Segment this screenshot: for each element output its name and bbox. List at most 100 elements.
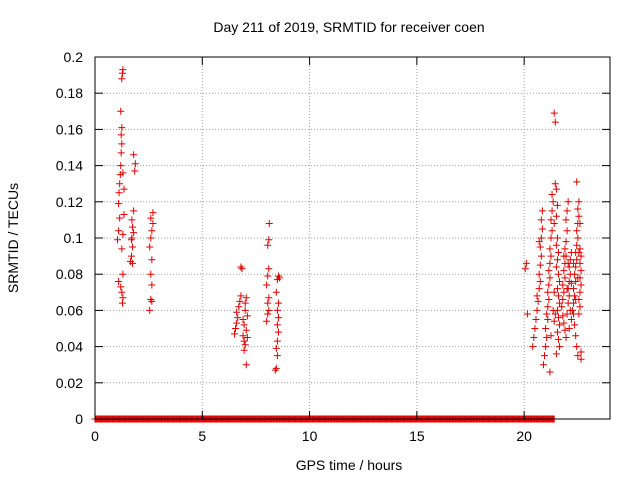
- data-point: [264, 241, 272, 249]
- data-point: [542, 325, 550, 332]
- data-point: [263, 281, 271, 289]
- data-point: [147, 214, 155, 222]
- data-point: [276, 274, 284, 282]
- data-point: [116, 214, 124, 222]
- data-point: [116, 180, 124, 188]
- data-point: [265, 306, 273, 314]
- data-point: [240, 346, 248, 354]
- data-point: [273, 321, 281, 329]
- data-point: [546, 368, 554, 376]
- y-axis-label: SRMTID / TECUs: [5, 183, 21, 293]
- data-point: [547, 252, 555, 260]
- data-point: [242, 326, 250, 334]
- y-tick-label: 0.1: [64, 230, 84, 246]
- data-point: [274, 272, 282, 280]
- data-point: [560, 267, 568, 275]
- data-point: [147, 296, 155, 304]
- data-point: [130, 207, 138, 215]
- data-point: [556, 321, 564, 329]
- data-point: [523, 310, 531, 318]
- data-point: [235, 303, 243, 311]
- data-point: [149, 220, 157, 228]
- data-point: [575, 212, 583, 220]
- data-point: [236, 297, 244, 305]
- data-point: [560, 288, 568, 296]
- data-point: [572, 263, 580, 271]
- data-point: [548, 207, 556, 215]
- data-point: [532, 315, 540, 323]
- data-point: [561, 326, 569, 334]
- data-point: [115, 277, 123, 285]
- data-point: [149, 209, 157, 217]
- data-point: [265, 220, 273, 228]
- data-point: [271, 366, 279, 374]
- data-point: [575, 248, 583, 256]
- data-point: [576, 288, 584, 296]
- data-point: [117, 149, 125, 157]
- data-point: [545, 296, 553, 304]
- data-point: [576, 303, 584, 311]
- data-point: [530, 334, 538, 342]
- data-point: [537, 216, 545, 224]
- x-tick-label: 0: [91, 428, 99, 444]
- data-point: [272, 344, 280, 352]
- data-point: [127, 236, 135, 244]
- x-axis-label: GPS time / hours: [296, 457, 403, 473]
- data-point: [541, 352, 549, 360]
- data-point: [573, 178, 581, 186]
- data-point: [239, 332, 247, 340]
- data-point: [550, 109, 558, 117]
- data-point: [118, 288, 126, 296]
- data-point: [120, 185, 128, 193]
- data-point: [272, 364, 280, 372]
- data-point: [237, 292, 245, 300]
- data-point: [567, 315, 575, 323]
- data-point: [560, 252, 568, 260]
- data-point: [522, 259, 530, 267]
- data-point: [274, 314, 282, 322]
- data-point: [242, 294, 250, 302]
- plot-frame: [94, 56, 611, 420]
- data-point: [130, 151, 138, 159]
- data-point: [555, 270, 562, 278]
- data-point: [553, 201, 561, 209]
- data-point: [265, 236, 273, 244]
- data-point: [544, 288, 552, 296]
- data-point: [242, 361, 250, 369]
- data-point: [571, 292, 579, 300]
- data-point: [119, 169, 127, 177]
- data-point: [238, 265, 246, 273]
- data-point: [533, 306, 541, 314]
- data-point: [148, 297, 156, 305]
- data-point: [567, 279, 575, 287]
- data-point: [565, 263, 573, 271]
- y-tick-label: 0.16: [56, 121, 83, 137]
- data-points: [91, 66, 585, 423]
- y-tick-label: 0.02: [56, 375, 83, 391]
- data-point: [546, 259, 554, 267]
- data-point: [128, 216, 136, 224]
- data-point: [534, 297, 542, 305]
- data-point: [118, 140, 126, 148]
- data-point: [115, 200, 123, 208]
- data-point: [239, 315, 247, 323]
- data-point: [264, 272, 272, 280]
- data-point: [148, 256, 156, 264]
- data-point: [115, 189, 123, 197]
- y-tick-label: 0.04: [56, 339, 83, 355]
- data-point: [531, 325, 539, 332]
- data-point: [574, 274, 582, 282]
- data-point: [148, 227, 156, 235]
- data-point: [129, 223, 137, 231]
- data-point: [551, 180, 559, 188]
- data-point: [241, 341, 249, 349]
- data-point: [559, 312, 567, 320]
- data-point: [546, 274, 554, 282]
- data-point: [535, 270, 543, 278]
- data-point: [570, 285, 578, 293]
- data-point: [119, 270, 127, 278]
- data-point: [529, 343, 537, 351]
- data-point: [543, 310, 551, 318]
- data-point: [264, 310, 272, 318]
- data-point: [572, 296, 580, 304]
